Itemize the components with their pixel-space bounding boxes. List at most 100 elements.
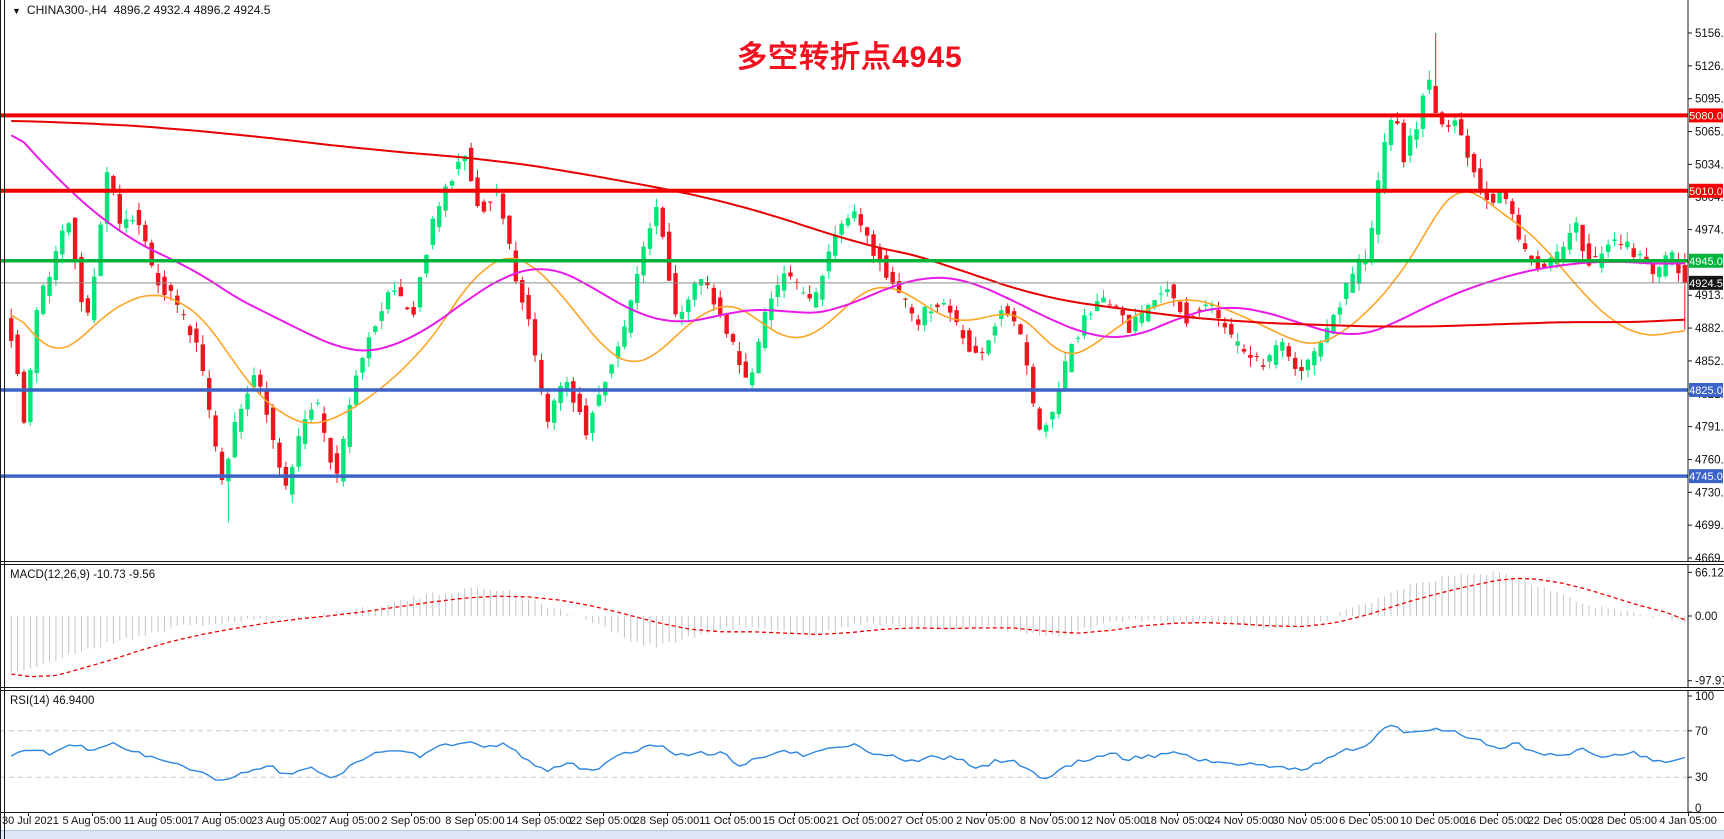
panel-separator[interactable] <box>0 690 1724 691</box>
rsi-tick-label: 30 <box>1695 772 1708 784</box>
time-label: 12 Nov 05:00 <box>1080 815 1147 827</box>
time-label: 30 Jul 2021 <box>2 815 59 827</box>
panel-separator[interactable] <box>0 564 1724 565</box>
time-axis[interactable]: 30 Jul 2021 5 Aug 05:00 11 Aug 05:00 17 Aug… <box>0 812 1724 832</box>
time-label: 22 Sep 05:00 <box>569 815 636 827</box>
macd-panel[interactable]: 66.12 0.00 -97.97 <box>0 565 1724 687</box>
price-tick-label: 4730.0 <box>1695 487 1724 499</box>
time-label: 11 Oct 05:00 <box>699 815 762 827</box>
price-tick-label: 4882.5 <box>1695 323 1724 335</box>
price-badge-label: 4825.0 <box>1689 385 1723 397</box>
price-badge-label: 4745.0 <box>1689 471 1723 483</box>
window-border-left <box>4 0 5 839</box>
time-tick <box>1624 812 1626 816</box>
time-label: 22 Dec 05:00 <box>1527 815 1594 827</box>
ma-line-mid-magenta <box>10 134 1685 352</box>
time-tick <box>858 812 860 816</box>
time-tick <box>730 812 732 816</box>
time-label: 8 Sep 05:00 <box>445 815 505 827</box>
time-tick <box>219 812 221 816</box>
time-tick <box>1049 812 1051 816</box>
time-label: 10 Dec 05:00 <box>1399 815 1466 827</box>
rsi-tick-label: 100 <box>1695 691 1714 703</box>
price-badge-label: 4945.0 <box>1689 256 1723 268</box>
price-badge <box>1689 108 1723 123</box>
price-badge <box>1689 275 1723 290</box>
time-label: 11 Aug 05:00 <box>123 815 188 827</box>
time-label: 6 Dec 05:00 <box>1339 815 1399 827</box>
symbol-ohlc: 4896.2 4932.4 4896.2 4924.5 <box>113 3 271 17</box>
price-tick-label: 4699.5 <box>1695 520 1724 532</box>
price-chart[interactable]: 5156.55126.05095.55065.05034.55004.04974… <box>0 0 1724 561</box>
price-tick-label: 4852.0 <box>1695 356 1724 368</box>
rsi-tick-label: 70 <box>1695 726 1708 738</box>
time-tick <box>155 812 157 816</box>
time-label: 28 Dec 05:00 <box>1591 815 1657 827</box>
time-label: 18 Nov 05:00 <box>1144 815 1211 827</box>
time-tick <box>666 812 668 816</box>
symbol-name: CHINA300-,H4 <box>26 3 107 17</box>
macd-tick-label: 0.00 <box>1695 611 1717 623</box>
macd-tick-label: -97.97 <box>1695 676 1724 687</box>
price-tick-label: 4760.5 <box>1695 454 1724 466</box>
time-tick <box>28 812 29 816</box>
time-tick <box>1432 812 1434 816</box>
time-tick <box>985 812 987 816</box>
time-tick <box>1368 812 1370 816</box>
price-tick-label: 5034.5 <box>1695 159 1724 171</box>
time-tick <box>1688 812 1690 816</box>
chart-annotation: 多空转折点4945 <box>737 41 963 74</box>
price-tick-label: 4669.0 <box>1695 553 1724 561</box>
time-tick <box>283 812 285 816</box>
time-tick <box>474 812 476 816</box>
time-label: 5 Aug 05:00 <box>62 815 122 827</box>
window-footer <box>0 830 1724 839</box>
time-tick <box>1560 812 1562 816</box>
price-badge-label: 4924.5 <box>1689 278 1723 290</box>
price-badge-label: 5080.0 <box>1689 110 1723 122</box>
price-badge <box>1689 382 1723 397</box>
time-label: 8 Nov 05:00 <box>1019 815 1080 827</box>
rsi-label: RSI(14) 46.9400 <box>10 695 95 707</box>
time-label: 2 Nov 05:00 <box>956 815 1016 827</box>
time-tick <box>347 812 349 816</box>
panel-separator[interactable] <box>0 561 1724 562</box>
time-label: 14 Sep 05:00 <box>506 815 572 827</box>
macd-tick-label: 66.12 <box>1695 567 1724 579</box>
time-label: 17 Aug 05:00 <box>187 815 252 827</box>
rsi-tick-label: 0 <box>1695 803 1701 812</box>
ma-line-slow-red <box>11 120 1685 328</box>
time-label: 30 Nov 05:00 <box>1272 815 1338 827</box>
time-label: 23 Aug 05:00 <box>250 815 316 827</box>
time-tick <box>1241 812 1243 816</box>
price-tick-label: 5095.5 <box>1695 94 1724 106</box>
time-tick <box>602 812 604 816</box>
time-label: 27 Aug 05:00 <box>314 815 380 827</box>
time-label: 2 Sep 05:00 <box>381 815 441 827</box>
time-label: 4 Jan 05:00 <box>1659 815 1717 827</box>
time-tick <box>794 812 796 816</box>
price-tick-label: 4791.0 <box>1695 422 1724 434</box>
price-tick-label: 5065.0 <box>1695 127 1724 139</box>
price-badge <box>1689 253 1723 268</box>
time-tick <box>538 812 540 816</box>
symbol-dropdown-icon[interactable]: ▼ <box>12 6 21 16</box>
time-tick <box>1305 812 1306 816</box>
time-tick <box>411 812 413 816</box>
time-tick <box>1113 812 1115 816</box>
rsi-panel[interactable]: 100 70 30 0 <box>0 691 1724 812</box>
time-label: 21 Oct 05:00 <box>826 815 890 827</box>
price-tick-label: 4974.0 <box>1695 225 1724 237</box>
time-tick <box>1177 812 1179 816</box>
time-label: 15 Oct 05:00 <box>762 815 826 827</box>
time-axis-line <box>0 812 1724 813</box>
panel-separator[interactable] <box>0 687 1724 688</box>
price-badge-label: 5010.0 <box>1689 186 1723 198</box>
price-badge <box>1689 469 1723 484</box>
time-tick <box>91 812 93 816</box>
symbol-info: ▼ CHINA300-,H4 4896.2 4932.4 4896.2 4924.… <box>12 3 270 17</box>
time-label: 27 Oct 05:00 <box>890 815 954 827</box>
macd-label: MACD(12,26,9) -10.73 -9.56 <box>10 569 156 581</box>
time-label: 28 Sep 05:00 <box>633 815 700 827</box>
